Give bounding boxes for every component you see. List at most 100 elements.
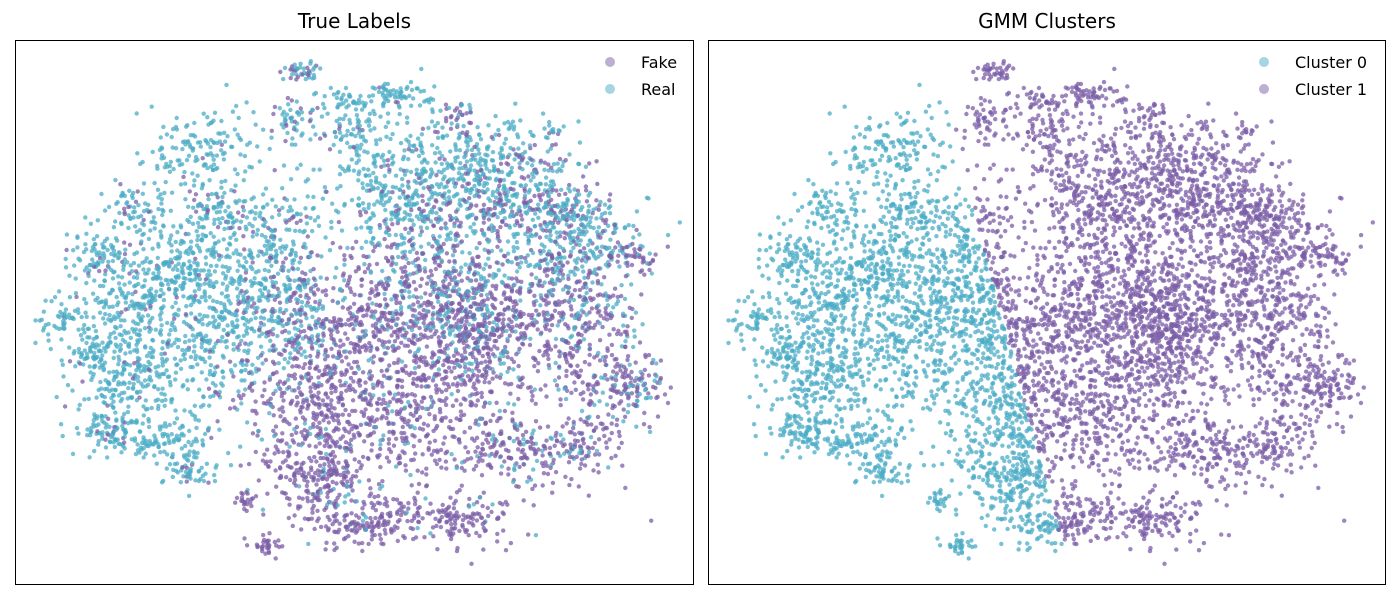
point-real (364, 239, 369, 244)
point-real (146, 424, 152, 430)
point-fake (546, 362, 551, 368)
point-real (402, 148, 407, 153)
point-real (251, 110, 256, 115)
point-real (191, 349, 197, 354)
point-real (380, 268, 385, 274)
point-real (288, 286, 293, 291)
point-fake (566, 416, 571, 421)
point-real (440, 125, 445, 130)
point-fake (74, 294, 79, 300)
point-real (152, 453, 157, 458)
point-real (224, 345, 229, 350)
point-real (484, 292, 490, 298)
point-real (405, 84, 410, 90)
point-real (236, 389, 241, 394)
point-real (448, 236, 453, 242)
point-fake (569, 390, 574, 395)
point-fake (320, 289, 325, 294)
point-real (281, 76, 286, 82)
point-fake (432, 260, 438, 265)
point-fake (545, 342, 551, 347)
point-real (435, 145, 440, 151)
point-real (304, 221, 310, 226)
point-real (260, 308, 265, 313)
point-real (325, 111, 330, 116)
point-real (185, 387, 190, 392)
point-fake (615, 240, 621, 245)
point-real (457, 201, 462, 207)
point-real (366, 202, 372, 207)
point-real (528, 262, 533, 268)
point-real (342, 262, 347, 267)
point-real (468, 157, 474, 163)
point-real (182, 139, 187, 144)
point-real (184, 157, 190, 163)
point-real (241, 208, 246, 213)
point-fake (447, 259, 452, 264)
point-real (342, 203, 347, 208)
point-real (416, 153, 422, 159)
point-real (351, 168, 357, 173)
point-real (299, 300, 305, 305)
point-fake (502, 191, 507, 196)
point-real (118, 342, 123, 348)
point-real (303, 206, 308, 211)
point-real (549, 292, 554, 297)
point-real (289, 142, 295, 147)
point-fake (626, 394, 631, 399)
point-fake (613, 378, 619, 383)
point-real (393, 204, 398, 209)
point-real (344, 98, 349, 103)
point-fake (443, 115, 449, 121)
point-fake (423, 291, 428, 296)
point-fake (607, 262, 612, 268)
point-real (132, 209, 137, 214)
point-real (467, 251, 472, 256)
point-real (200, 232, 205, 237)
point-real (594, 246, 599, 251)
point-fake (623, 485, 628, 491)
point-real (232, 127, 237, 132)
point-real (337, 149, 343, 154)
point-real (627, 362, 632, 367)
point-real (192, 260, 197, 265)
point-fake (406, 147, 411, 152)
point-real (186, 323, 192, 328)
point-fake (413, 258, 418, 263)
point-real (562, 255, 567, 260)
point-fake (203, 277, 208, 282)
point-real (169, 134, 174, 140)
point-fake (593, 382, 599, 387)
point-real (497, 151, 503, 156)
point-fake (587, 320, 592, 325)
point-fake (466, 181, 472, 186)
point-real (621, 323, 626, 328)
point-real (368, 215, 373, 221)
point-fake (618, 332, 624, 337)
point-fake (642, 272, 647, 277)
point-fake (133, 289, 138, 294)
point-real (84, 265, 89, 270)
point-real (126, 421, 131, 426)
point-real (208, 394, 213, 399)
point-real (87, 455, 92, 460)
point-real (453, 142, 458, 147)
point-real (461, 123, 466, 129)
point-real (195, 237, 200, 243)
point-real (261, 127, 266, 132)
point-real (235, 132, 240, 137)
point-real (349, 157, 354, 162)
point-real (175, 158, 180, 163)
point-real (285, 130, 290, 136)
point-real (571, 245, 576, 250)
point-fake (562, 298, 568, 304)
point-real (282, 282, 287, 287)
point-real (122, 257, 128, 262)
point-fake (382, 297, 388, 302)
point-fake (406, 260, 411, 266)
point-real (46, 321, 51, 327)
point-real (84, 340, 89, 346)
point-fake (479, 293, 484, 298)
point-fake (378, 302, 383, 308)
point-fake (581, 390, 586, 395)
